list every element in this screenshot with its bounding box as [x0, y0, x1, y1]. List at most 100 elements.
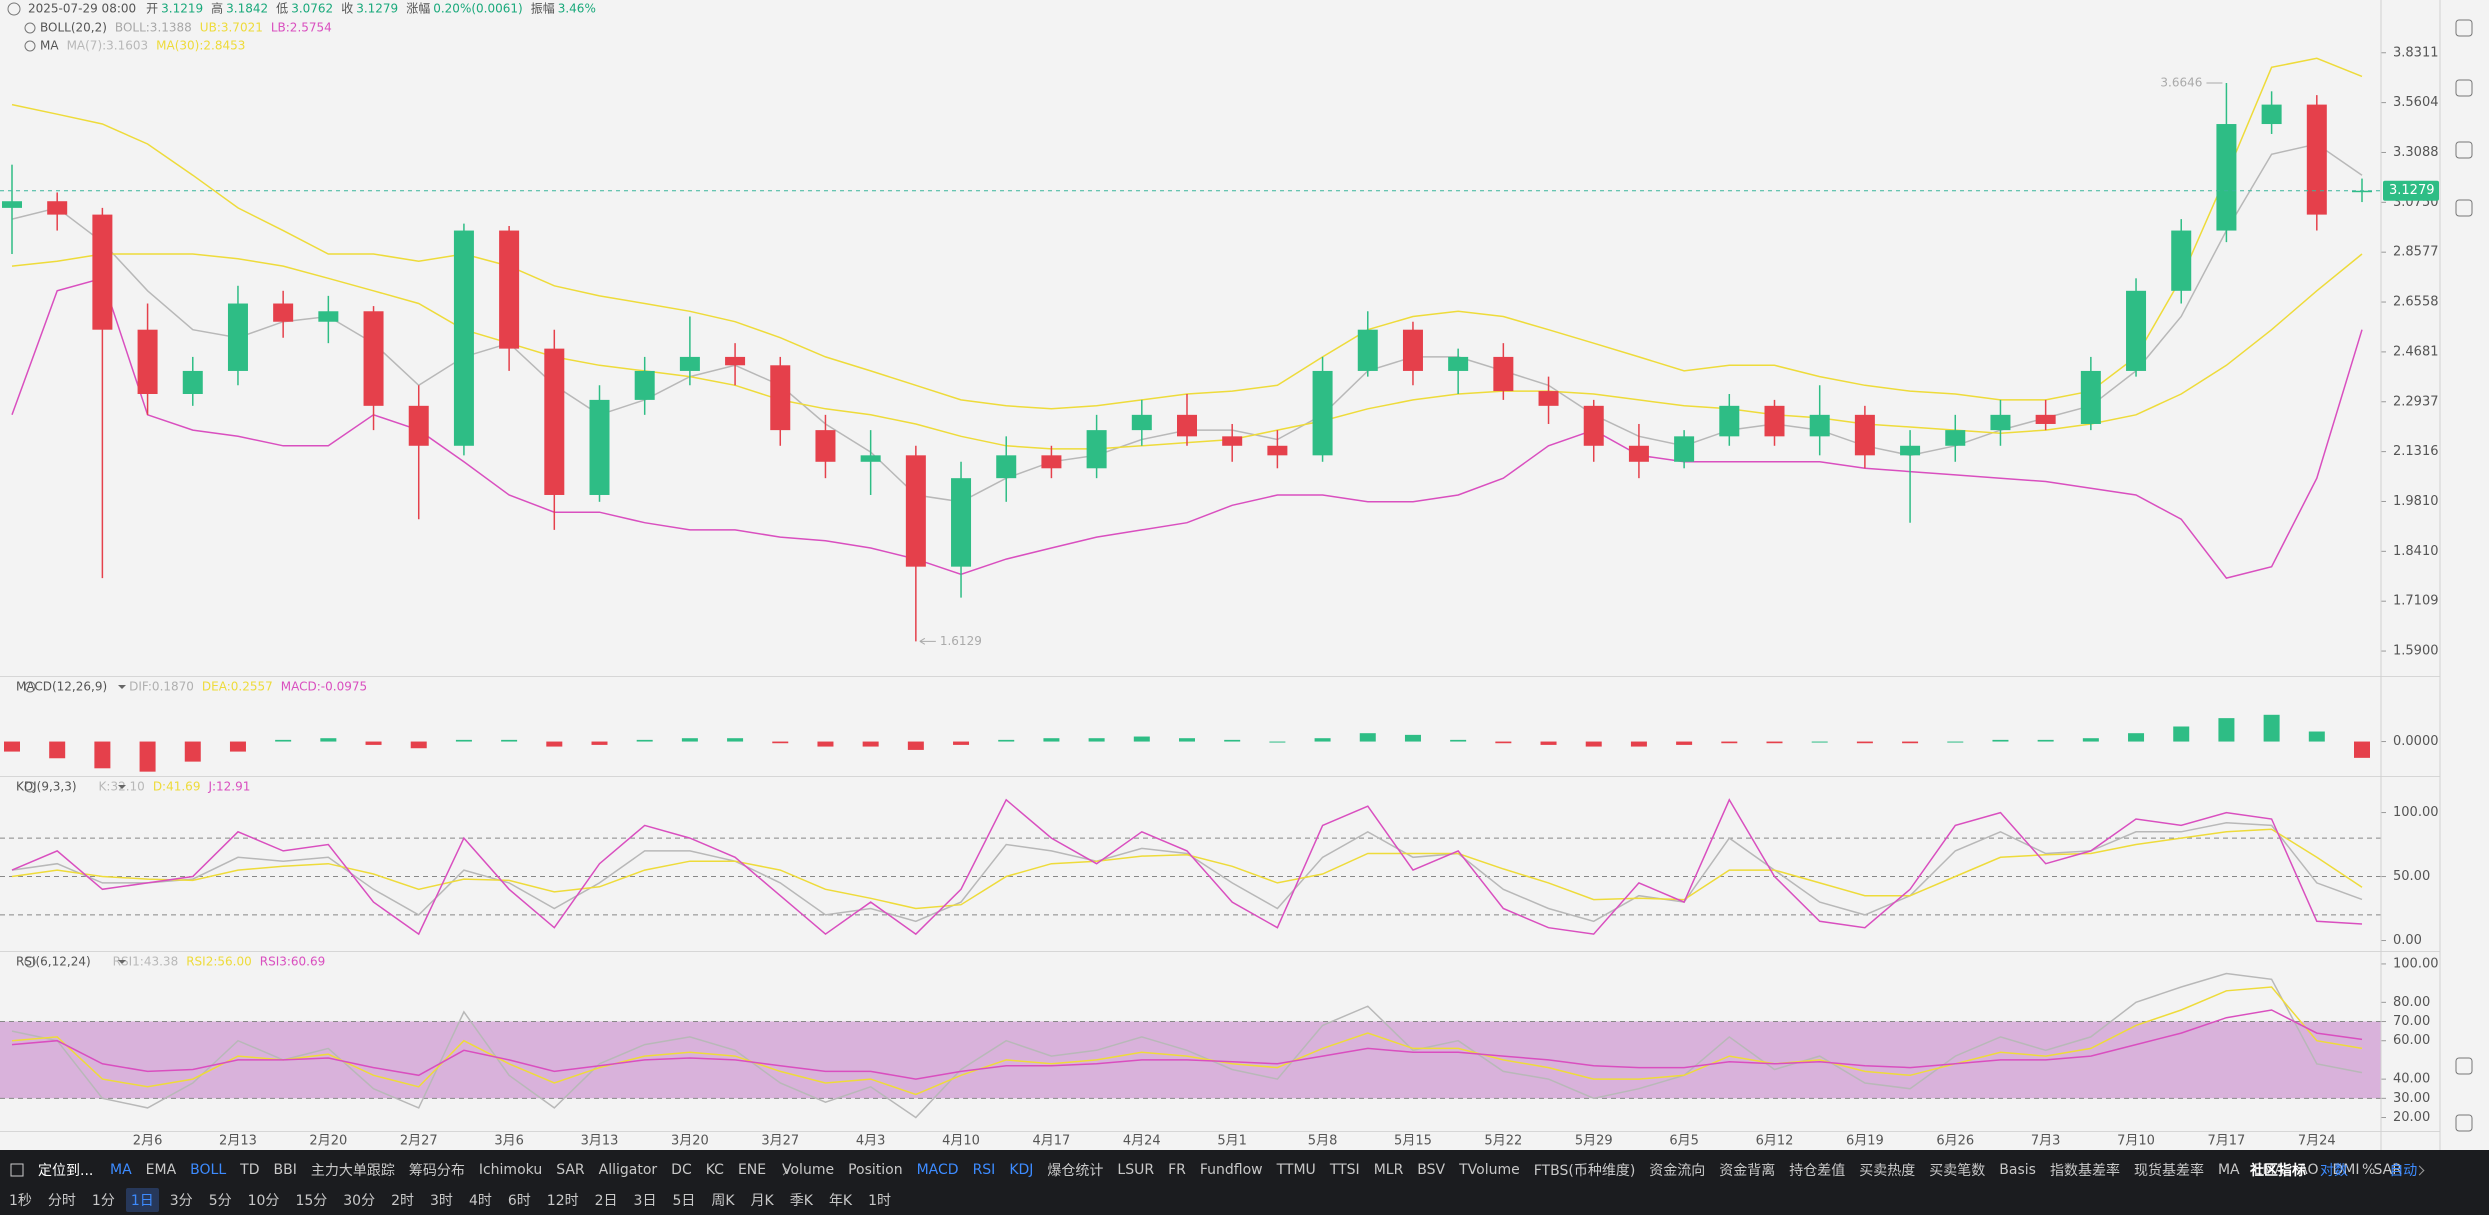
candle-body	[2126, 290, 2147, 371]
toolbar-item[interactable]: TTSI	[1329, 1162, 1360, 1178]
toolbar-item[interactable]: 3时	[430, 1193, 453, 1209]
macd-bar	[1179, 738, 1195, 742]
toolbar-item[interactable]: 6时	[507, 1193, 531, 1209]
toolbar-item[interactable]: 自动	[2389, 1163, 2418, 1179]
toolbar-item[interactable]: MA	[2217, 1162, 2240, 1178]
toolbar-item[interactable]: 5日	[672, 1193, 696, 1209]
macd-bar	[229, 741, 246, 752]
y-tick-label: 0.00	[2393, 933, 2422, 948]
toolbar-item[interactable]: KDJ	[1009, 1162, 1034, 1178]
toolbar-item[interactable]: 分时	[47, 1193, 76, 1209]
legend-item: MA(30):2.8453	[156, 39, 245, 53]
header-label: 低	[276, 2, 288, 16]
toolbar-item[interactable]: Volume	[782, 1162, 835, 1178]
toolbar-item[interactable]: 2日	[594, 1193, 618, 1209]
candle-body	[2171, 230, 2192, 291]
toolbar-item[interactable]: 买卖热度	[1859, 1163, 1916, 1179]
toolbar-item[interactable]: FR	[1168, 1162, 1186, 1178]
toolbar-item[interactable]: MACD	[916, 1162, 959, 1178]
toolbar-item[interactable]: BBI	[273, 1162, 297, 1178]
toolbar-item[interactable]: 资金流向	[1649, 1163, 1706, 1179]
toolbar-item[interactable]: DMI	[2332, 1162, 2360, 1178]
y-tick-label: 1.8410	[2393, 544, 2439, 559]
candle-body	[996, 455, 1017, 479]
toolbar-item[interactable]: TTMU	[1276, 1162, 1316, 1178]
toolbar-item[interactable]: 5分	[208, 1193, 232, 1209]
toolbar-item[interactable]: 资金背离	[1719, 1163, 1776, 1179]
toolbar-item[interactable]: 买卖笔数	[1929, 1163, 1986, 1179]
toolbar-item[interactable]: 12时	[546, 1193, 579, 1209]
toolbar-item[interactable]: Position	[848, 1162, 903, 1178]
toolbar-item[interactable]: 现货基差率	[2133, 1163, 2204, 1179]
candle-body	[2261, 104, 2282, 125]
toolbar-item[interactable]: 持仓差值	[1789, 1163, 1846, 1179]
toolbar-item[interactable]: 指数基差率	[2049, 1163, 2120, 1179]
toolbar-item[interactable]: BOLL	[190, 1162, 227, 1178]
toolbar-item[interactable]: KC	[705, 1162, 724, 1178]
toolbar-item[interactable]: DC	[671, 1162, 692, 1178]
candle-body	[2080, 370, 2101, 424]
toolbar-item[interactable]: TD	[240, 1162, 260, 1178]
header-label: 振幅	[531, 1, 555, 16]
toolbar-item[interactable]: AO	[2298, 1162, 2319, 1178]
locate-group: 定位到...	[10, 1160, 93, 1180]
toolbar-item[interactable]: 15分	[295, 1193, 328, 1209]
indicator-line	[11, 798, 2363, 936]
toolbar-item[interactable]: LSUR	[1117, 1162, 1155, 1178]
toolbar-item[interactable]: EMA	[2253, 1162, 2285, 1178]
candle-body	[47, 201, 68, 215]
y-tick-label: 2.2937	[2393, 394, 2439, 409]
toolbar-item[interactable]: FTBS(币种维度)	[1533, 1163, 1636, 1179]
toolbar-item[interactable]: SAR	[2373, 1162, 2402, 1178]
toolbar-item[interactable]: 10分	[247, 1193, 280, 1209]
toolbar-item[interactable]: Ichimoku	[478, 1162, 543, 1178]
candle-body	[1222, 436, 1243, 446]
main-indicators: MA EMA BOLL TD BBI 主力大单跟踪 筹码分布 Ichimoku SAR Allig…	[110, 1160, 789, 1180]
toolbar-item[interactable]: 1分	[91, 1193, 115, 1209]
toolbar-item[interactable]: 筹码分布	[408, 1163, 465, 1179]
toolbar-item[interactable]: 季K	[789, 1193, 813, 1209]
locate-button[interactable]: 定位到...	[38, 1163, 94, 1179]
toolbar-item[interactable]: MA	[110, 1162, 132, 1178]
toolbar-item[interactable]: 3分	[169, 1193, 193, 1209]
toolbar-item[interactable]: RSI	[972, 1162, 996, 1178]
toolbar-item[interactable]: TVolume	[1459, 1162, 1520, 1178]
macd-bar	[1630, 741, 1647, 747]
toolbar-item[interactable]: ENE	[737, 1162, 767, 1178]
toolbar-item[interactable]: 周K	[711, 1193, 735, 1209]
toolbar-item[interactable]: MLR	[1373, 1162, 1404, 1178]
toolbar-item[interactable]: 年K	[828, 1193, 853, 1209]
macd-bar	[2218, 718, 2235, 742]
candle-body	[589, 399, 610, 495]
y-tick-label: 3.8311	[2393, 45, 2439, 60]
macd-bar	[2173, 726, 2190, 742]
toolbar-item[interactable]: 月K	[750, 1193, 774, 1209]
y-tick-label: 1.9810	[2393, 494, 2439, 509]
toolbar-item[interactable]: %	[2362, 1162, 2376, 1178]
toolbar-item[interactable]: 对数	[2320, 1163, 2348, 1179]
toolbar-item[interactable]: 4时	[468, 1193, 492, 1209]
toolbar-item[interactable]: 主力大单跟踪	[310, 1163, 395, 1179]
toolbar-item[interactable]: 爆仓统计	[1047, 1163, 1104, 1179]
toolbar-item[interactable]: SAR	[556, 1162, 585, 1178]
toolbar-item[interactable]: 30分	[343, 1193, 376, 1209]
toolbar-item[interactable]: Fundflow	[1199, 1162, 1263, 1178]
toolbar-item[interactable]: 社区指标	[2250, 1163, 2306, 1179]
candle-body	[770, 365, 791, 431]
toolbar-item[interactable]: 1日	[125, 1188, 159, 1212]
macd-bar	[49, 741, 66, 759]
toolbar-item[interactable]: 2时	[391, 1193, 415, 1209]
y-tick-label: 0.0000	[2393, 734, 2439, 749]
toolbar-item[interactable]: 1时	[868, 1193, 892, 1209]
macd-bar	[1811, 741, 1828, 743]
toolbar-item[interactable]: Alligator	[598, 1162, 658, 1178]
candle-body	[182, 370, 203, 394]
toolbar-item[interactable]: EMA	[145, 1162, 177, 1178]
toolbar-item[interactable]: 1秒	[9, 1193, 32, 1209]
collapse-icon	[7, 2, 21, 16]
toolbar-item[interactable]: Basis	[1999, 1162, 2036, 1178]
toolbar-item[interactable]: 3日	[633, 1193, 657, 1209]
indicator-line	[11, 1009, 2363, 1080]
toolbar-item[interactable]: BSV	[1417, 1162, 1446, 1178]
